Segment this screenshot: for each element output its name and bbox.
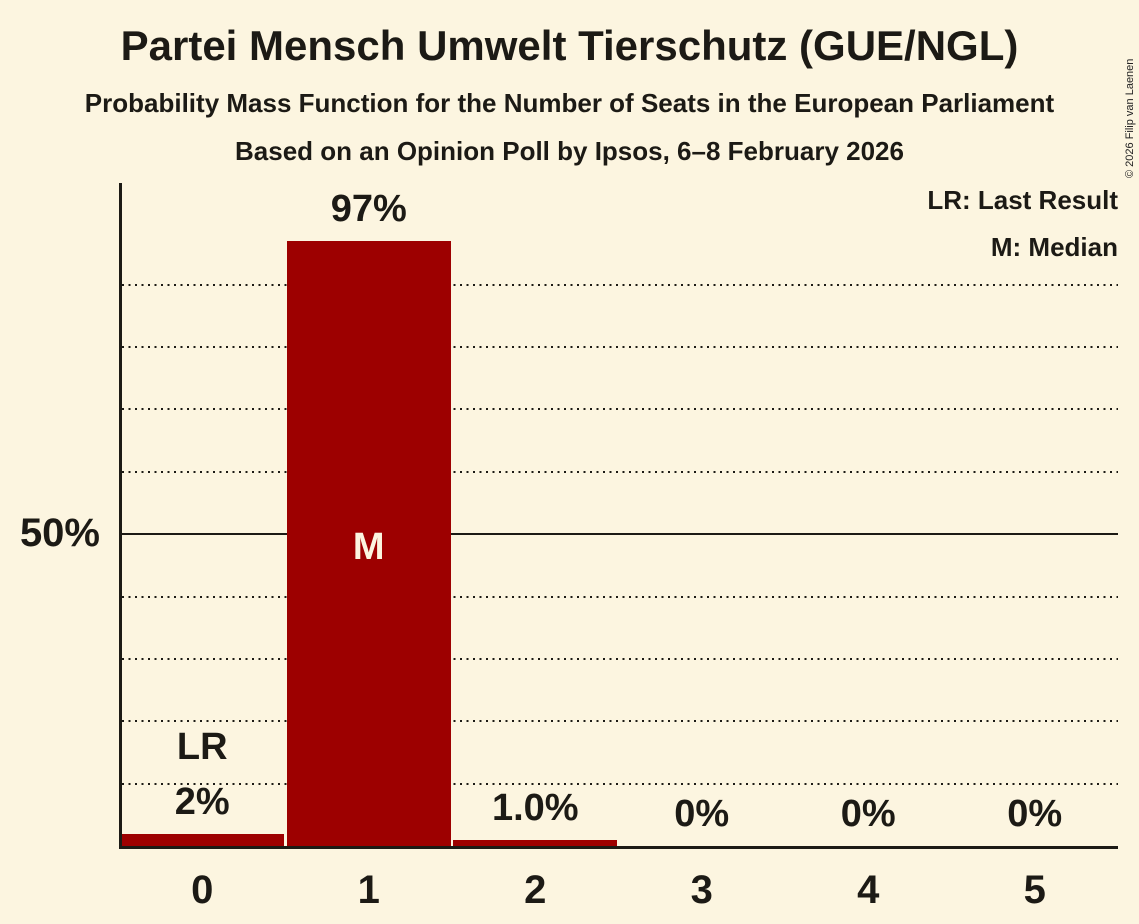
gridline-40pct bbox=[122, 595, 1118, 598]
bar-1-seats bbox=[286, 241, 451, 846]
bar-value-label-1: 97% bbox=[330, 188, 407, 230]
x-axis-tick-label-2: 2 bbox=[524, 868, 547, 912]
gridline-80pct bbox=[122, 346, 1118, 349]
gridline-10pct bbox=[122, 782, 1118, 785]
plot-area: 2% 97% 1.0% 0% 0% 0% LR M bbox=[119, 183, 1118, 849]
x-axis-tick-label-5: 5 bbox=[1023, 868, 1046, 912]
x-axis-tick-label-0: 0 bbox=[191, 868, 214, 912]
chart-subtitle: Probability Mass Function for the Number… bbox=[84, 88, 1055, 118]
y-axis-tick-label-50: 50% bbox=[19, 511, 100, 555]
gridline-90pct bbox=[122, 283, 1118, 286]
bar-value-label-3: 0% bbox=[674, 793, 730, 835]
poll-source-line: Based on an Opinion Poll by Ipsos, 6–8 F… bbox=[235, 136, 904, 166]
median-marker-label: M bbox=[352, 526, 385, 568]
x-axis-line bbox=[119, 846, 1118, 849]
y-axis-line bbox=[119, 183, 122, 849]
gridline-30pct bbox=[122, 657, 1118, 660]
bar-value-label-5: 0% bbox=[1007, 793, 1063, 835]
gridline-60pct bbox=[122, 470, 1118, 473]
x-axis-tick-label-1: 1 bbox=[357, 868, 380, 912]
copyright-notice: © 2026 Filip van Laenen bbox=[1124, 58, 1136, 178]
page-title: Partei Mensch Umwelt Tierschutz (GUE/NGL… bbox=[120, 22, 1019, 69]
bar-0-seats bbox=[120, 833, 284, 846]
x-axis-tick-label-4: 4 bbox=[857, 868, 880, 912]
bar-value-label-2: 1.0% bbox=[491, 786, 579, 829]
gridline-70pct bbox=[122, 408, 1118, 411]
legend-median: M: Median bbox=[990, 232, 1118, 262]
gridline-20pct bbox=[122, 720, 1118, 723]
gridline-50pct-solid bbox=[122, 533, 1118, 536]
last-result-marker-label: LR bbox=[176, 725, 228, 768]
legend-last-result: LR: Last Result bbox=[927, 185, 1118, 215]
legend: LR: Last Result M: Median bbox=[927, 183, 1118, 277]
bar-value-label-4: 0% bbox=[840, 793, 896, 835]
bar-value-label-0: 2% bbox=[174, 780, 230, 823]
bar-2-seats bbox=[453, 839, 617, 846]
x-axis-tick-label-3: 3 bbox=[690, 868, 713, 912]
